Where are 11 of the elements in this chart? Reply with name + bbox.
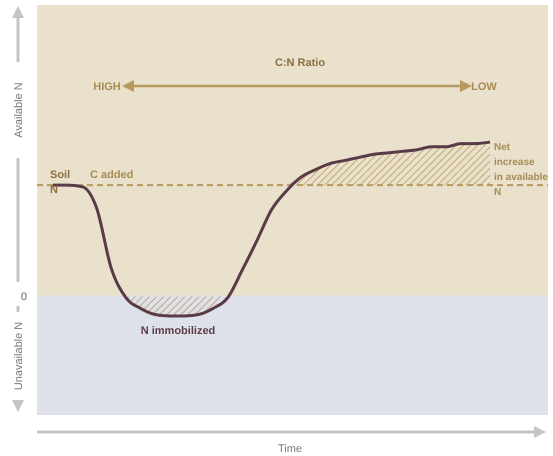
ref-line-label: C added: [90, 169, 134, 182]
text: C:N Ratio: [274, 57, 326, 69]
text: Time: [278, 443, 302, 455]
annotation: Soil N: [50, 169, 70, 196]
annotation: Net increase in available N: [494, 142, 548, 198]
text: HIGH: [93, 81, 121, 93]
ref-line-label: 0: [20, 291, 27, 304]
text: LOW: [471, 81, 498, 93]
text: Unavailable N: [13, 322, 25, 390]
y-axis-title: Available N: [13, 82, 25, 138]
text: N immobilized: [140, 325, 216, 337]
